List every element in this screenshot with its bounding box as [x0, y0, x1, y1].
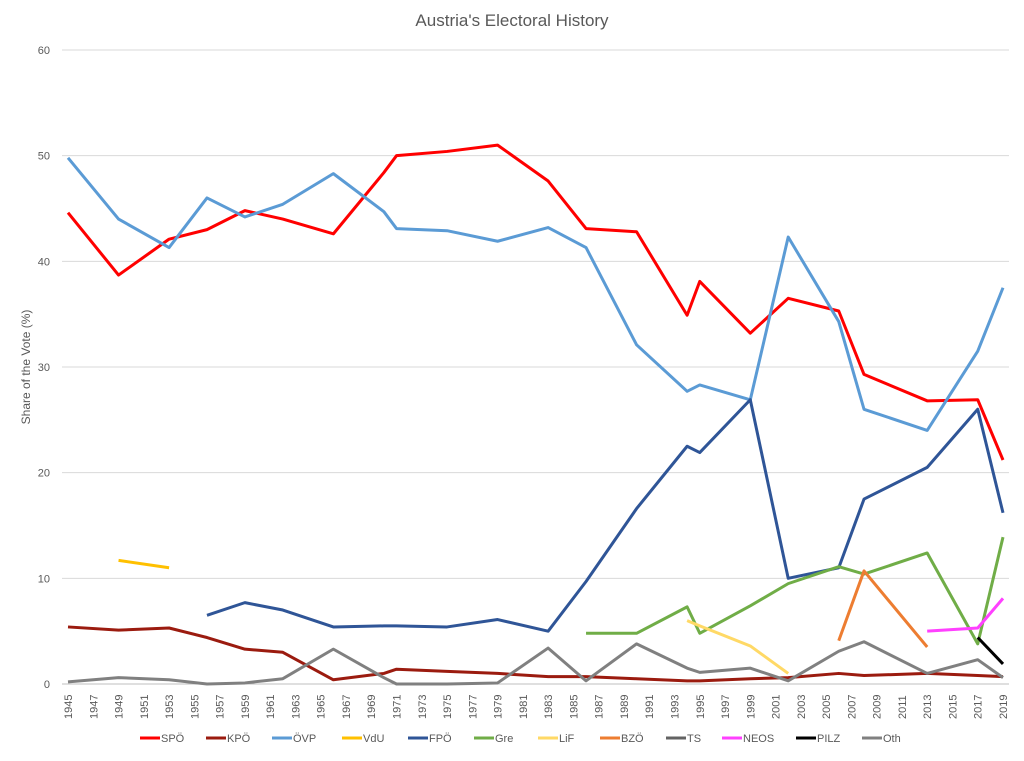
x-tick-label: 2001: [771, 695, 783, 719]
legend-label: KPÖ: [227, 733, 251, 745]
series-line-bzö: [837, 569, 929, 648]
x-tick-label: 1947: [88, 695, 100, 719]
x-tick-label: 2017: [973, 695, 985, 719]
y-tick-label: 20: [38, 468, 50, 480]
x-tick-label: 1983: [543, 695, 555, 719]
x-tick-label: 1991: [644, 695, 656, 719]
x-tick-label: 1989: [619, 695, 631, 719]
x-tick-label: 1975: [442, 695, 454, 719]
series-line-oth: [67, 640, 1004, 686]
x-tick-label: 1955: [189, 695, 201, 719]
x-tick-label: 1953: [164, 695, 176, 719]
legend-label: NEOS: [743, 733, 774, 745]
x-tick-label: 1977: [467, 695, 479, 719]
x-tick-label: 1957: [215, 695, 227, 719]
x-tick-label: 1959: [240, 695, 252, 719]
chart-title: Austria's Electoral History: [415, 11, 609, 30]
series-line-gre: [586, 536, 1005, 646]
x-tick-label: 1985: [568, 695, 580, 719]
x-tick-label: 1963: [290, 695, 302, 719]
legend-label: ÖVP: [293, 733, 316, 745]
x-tick-label: 1995: [695, 695, 707, 719]
x-tick-label: 2013: [922, 695, 934, 719]
x-tick-label: 2003: [796, 695, 808, 719]
x-tick-label: 1951: [139, 695, 151, 719]
y-tick-label: 30: [38, 362, 50, 374]
x-tick-label: 1997: [720, 695, 732, 719]
y-tick-label: 60: [38, 45, 50, 57]
legend-label: Gre: [495, 733, 513, 745]
x-tick-label: 2005: [821, 695, 833, 719]
x-tick-label: 2019: [998, 695, 1010, 719]
legend-label: PILZ: [817, 733, 841, 745]
x-tick-label: 1967: [341, 695, 353, 719]
y-axis-label: Share of the Vote (%): [19, 310, 33, 425]
x-tick-label: 2007: [846, 695, 858, 719]
x-tick-label: 1981: [518, 695, 530, 719]
y-tick-label: 50: [38, 151, 50, 163]
x-tick-label: 1945: [63, 695, 75, 719]
legend-label: LiF: [559, 733, 575, 745]
x-tick-label: 2015: [947, 695, 959, 719]
series-line-pilz: [976, 636, 1005, 665]
x-tick-label: 2009: [872, 695, 884, 719]
legend-label: VdU: [363, 733, 384, 745]
y-tick-label: 10: [38, 573, 50, 585]
legend-label: Oth: [883, 733, 901, 745]
y-tick-label: 0: [44, 679, 50, 691]
x-tick-label: 1993: [669, 695, 681, 719]
series-line-övp: [66, 156, 1005, 432]
series-line-vdu: [118, 558, 170, 570]
y-tick-label: 40: [38, 256, 50, 268]
legend-label: TS: [687, 733, 701, 745]
series-line-kpö: [67, 625, 1004, 683]
x-tick-label: 1973: [417, 695, 429, 719]
x-tick-label: 1965: [316, 695, 328, 719]
x-tick-label: 1987: [594, 695, 606, 719]
x-tick-label: 1971: [392, 695, 404, 719]
legend-label: SPÖ: [161, 733, 185, 745]
legend-label: FPÖ: [429, 733, 452, 745]
x-tick-label: 1999: [745, 695, 757, 719]
legend-label: BZÖ: [621, 733, 644, 745]
x-tick-label: 1961: [265, 695, 277, 719]
series-line-spö: [66, 143, 1005, 461]
series-line-fpö: [206, 398, 1005, 633]
series-line-neos: [927, 597, 1005, 633]
x-tick-label: 1969: [366, 695, 378, 719]
x-tick-label: 2011: [897, 695, 909, 719]
x-tick-label: 1949: [114, 695, 126, 719]
series-line-lif: [686, 619, 790, 675]
x-tick-label: 1979: [493, 695, 505, 719]
